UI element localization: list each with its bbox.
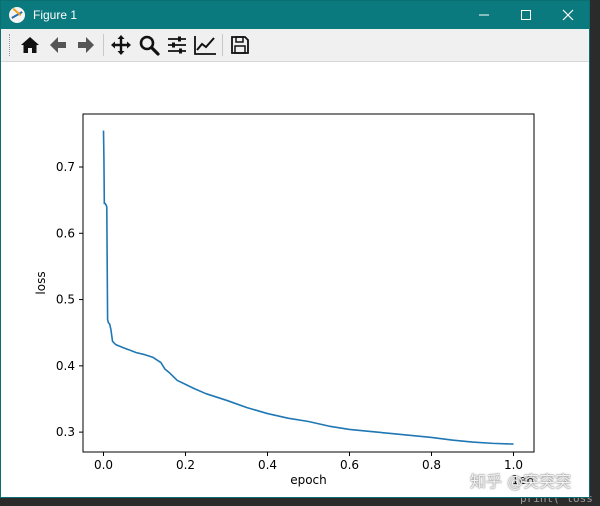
background-code-text: print( loss [520, 494, 593, 505]
x-tick-label: 0.6 [340, 458, 359, 472]
y-tick-label: 0.6 [56, 226, 75, 240]
maximize-icon [521, 10, 531, 20]
home-button[interactable] [16, 31, 44, 59]
loss-series-line [102, 130, 514, 445]
y-tick-label: 0.4 [56, 359, 75, 373]
axes-frame [82, 113, 535, 453]
loss-plot: 0.0 0.2 0.4 0.6 0.8 1.0 0.3 0.4 0.5 0.6 0.7 epoch lo… [34, 113, 535, 487]
edit-axis-icon [194, 36, 216, 55]
x-tick-label: 1.0 [504, 458, 523, 472]
x-offset-label: 1e6 [511, 473, 534, 487]
x-tick-label: 0.8 [422, 458, 441, 472]
subplots-config-icon [168, 36, 186, 54]
x-axis-label: epoch [290, 473, 327, 487]
title-bar[interactable]: Figure 1 [1, 1, 589, 29]
x-tick-label: 0.4 [258, 458, 277, 472]
y-tick-label: 0.5 [56, 293, 75, 307]
y-tick-label: 0.7 [56, 160, 75, 174]
close-button[interactable] [547, 1, 589, 29]
close-icon [562, 9, 574, 21]
y-tick-label: 0.3 [56, 425, 75, 439]
pan-icon [111, 35, 131, 55]
matplotlib-app-icon [9, 7, 25, 23]
maximize-button[interactable] [505, 1, 547, 29]
save-button[interactable] [226, 31, 254, 59]
back-icon [50, 37, 66, 53]
navigation-toolbar [1, 29, 589, 62]
watermark-text: 知乎 @突突突 [470, 472, 572, 491]
figure-window: Figure 1 [0, 0, 590, 498]
edit-axis-button[interactable] [191, 31, 219, 59]
background-editor [590, 0, 600, 506]
save-icon [231, 36, 249, 54]
home-icon [21, 37, 39, 53]
figure-canvas[interactable]: 0.0 0.2 0.4 0.6 0.8 1.0 0.3 0.4 0.5 0.6 0.7 epoch lo… [1, 62, 589, 497]
forward-button[interactable] [72, 31, 100, 59]
window-title: Figure 1 [33, 8, 78, 22]
toolbar-separator [103, 34, 104, 56]
forward-icon [78, 37, 94, 53]
y-axis-label: loss [34, 271, 48, 294]
zoom-icon [139, 35, 160, 56]
x-tick-label: 0.0 [94, 458, 113, 472]
toolbar-grip [9, 34, 12, 56]
window-controls [463, 1, 589, 29]
zoom-button[interactable] [135, 31, 163, 59]
subplots-config-button[interactable] [163, 31, 191, 59]
pan-button[interactable] [107, 31, 135, 59]
toolbar-separator [222, 34, 223, 56]
minimize-button[interactable] [463, 1, 505, 29]
x-tick-label: 0.2 [176, 458, 195, 472]
back-button[interactable] [44, 31, 72, 59]
minimize-icon [479, 14, 489, 16]
